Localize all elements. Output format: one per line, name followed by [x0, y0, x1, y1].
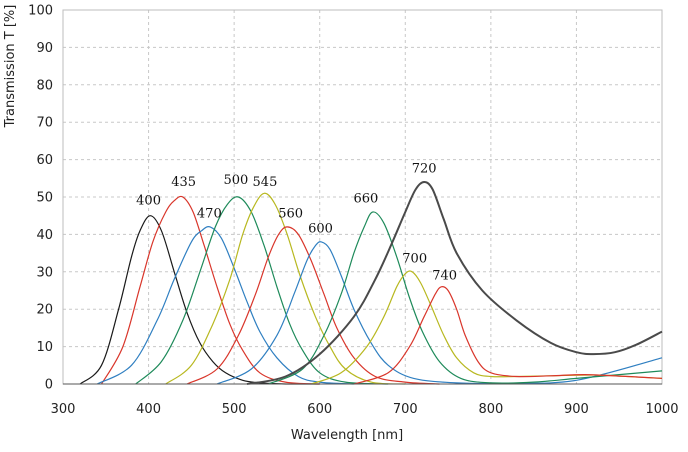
x-tick-label: 300: [51, 402, 76, 417]
y-tick-labels: 0 10 20 30 40 50 60 70 80 90 100: [28, 4, 53, 393]
series-line-500: [135, 196, 389, 385]
x-axis-title: Wavelength [nm]: [291, 428, 403, 443]
x-tick-label: 700: [393, 402, 418, 417]
x-tick-label: 600: [307, 402, 332, 417]
x-tick-labels: 300 400 500 600 700 800 900 1000: [51, 402, 679, 417]
series-line-600: [216, 241, 663, 385]
y-tick-label: 100: [28, 4, 53, 19]
series-label-470: 470: [197, 207, 222, 222]
y-tick-label: 0: [45, 378, 53, 393]
y-tick-label: 60: [36, 153, 53, 168]
x-tick-label: 1000: [645, 402, 678, 417]
x-tick-label: 900: [564, 402, 589, 417]
y-axis-title: Transmission T [%]: [3, 5, 18, 129]
y-tick-label: 10: [36, 340, 53, 355]
series-line-545: [165, 192, 406, 385]
series-line-400: [79, 215, 320, 385]
series-line-720: [246, 181, 663, 385]
series-label-545: 545: [253, 175, 278, 190]
series-group: [79, 181, 663, 385]
series-line-660: [268, 211, 663, 385]
y-tick-label: 20: [36, 303, 53, 318]
y-tick-label: 50: [36, 191, 53, 206]
series-line-560: [186, 226, 440, 385]
series-label-700: 700: [402, 251, 427, 266]
x-tick-label: 800: [478, 402, 503, 417]
x-tick-label: 500: [222, 402, 247, 417]
series-line-435: [100, 195, 320, 385]
series-label-720: 720: [412, 162, 437, 177]
series-label-560: 560: [278, 207, 303, 222]
series-label-740: 740: [432, 268, 457, 283]
series-label-400: 400: [136, 193, 161, 208]
series-label-660: 660: [354, 192, 379, 207]
series-label-500: 500: [223, 173, 248, 188]
y-tick-label: 90: [36, 41, 53, 56]
y-tick-label: 70: [36, 116, 53, 131]
series-line-740: [353, 285, 663, 385]
x-tick-label: 400: [136, 402, 161, 417]
series-labels: 400 435 470 500 545 560 600 660 720 700 740: [136, 162, 457, 284]
series-label-435: 435: [171, 175, 196, 190]
grid: [63, 10, 662, 384]
y-tick-label: 80: [36, 78, 53, 93]
series-line-700: [310, 270, 663, 385]
series-label-600: 600: [308, 222, 333, 237]
y-tick-label: 30: [36, 265, 53, 280]
series-line-470: [96, 226, 354, 385]
y-tick-label: 40: [36, 228, 53, 243]
